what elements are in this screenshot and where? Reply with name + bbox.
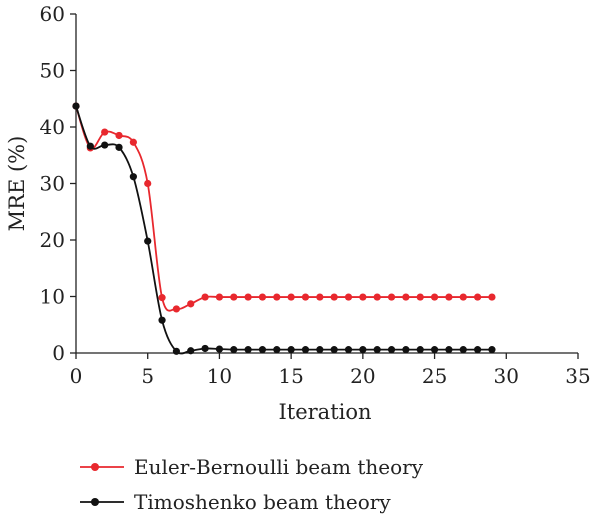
data-point bbox=[373, 293, 381, 301]
data-point bbox=[301, 293, 310, 301]
y-tick-label: 50 bbox=[40, 59, 65, 83]
data-point bbox=[144, 237, 152, 245]
data-point bbox=[258, 293, 267, 301]
data-point bbox=[230, 293, 238, 301]
y-tick-label: 0 bbox=[52, 341, 65, 365]
data-point bbox=[430, 346, 439, 354]
data-point bbox=[330, 346, 338, 354]
legend-label: Timoshenko beam theory bbox=[134, 490, 391, 514]
data-point bbox=[488, 293, 496, 301]
data-point bbox=[215, 293, 224, 301]
data-point bbox=[316, 346, 324, 354]
data-point bbox=[230, 346, 238, 354]
data-point bbox=[344, 346, 353, 354]
data-point bbox=[215, 345, 224, 353]
data-point bbox=[273, 346, 281, 354]
data-point bbox=[287, 346, 295, 354]
data-point bbox=[430, 293, 439, 301]
data-point bbox=[115, 131, 123, 140]
y-tick-label: 40 bbox=[40, 115, 65, 139]
data-point bbox=[129, 138, 137, 146]
data-point bbox=[445, 346, 453, 354]
data-point bbox=[459, 346, 467, 354]
data-point bbox=[187, 300, 195, 308]
x-tick-label: 10 bbox=[207, 364, 232, 388]
legend-marker bbox=[91, 463, 99, 471]
legend-marker bbox=[91, 498, 99, 506]
legend-label: Euler-Bernoulli beam theory bbox=[134, 455, 424, 479]
data-point bbox=[287, 293, 295, 301]
data-point bbox=[144, 179, 152, 188]
data-point bbox=[373, 346, 381, 354]
data-point bbox=[359, 293, 367, 301]
data-point bbox=[474, 293, 482, 301]
data-point bbox=[201, 344, 209, 353]
data-point bbox=[258, 346, 267, 354]
series-euler-bernoulli bbox=[72, 102, 496, 313]
data-point bbox=[101, 128, 109, 136]
x-tick-label: 30 bbox=[494, 364, 519, 388]
data-point bbox=[402, 293, 410, 301]
data-point bbox=[129, 173, 137, 181]
data-point bbox=[344, 293, 353, 301]
data-point bbox=[115, 143, 123, 151]
y-tick-label: 60 bbox=[40, 2, 65, 26]
data-point bbox=[459, 293, 467, 301]
x-tick-label: 15 bbox=[278, 364, 303, 388]
data-point bbox=[158, 294, 166, 302]
legend-item: Euler-Bernoulli beam theory bbox=[80, 455, 424, 479]
x-axis-ticks: 0 5 10 15 20 25 30 35 bbox=[70, 353, 591, 388]
series-line bbox=[75, 105, 492, 312]
data-point bbox=[387, 293, 396, 301]
data-point bbox=[72, 102, 80, 110]
data-point bbox=[416, 346, 424, 354]
data-point bbox=[474, 346, 482, 354]
data-point bbox=[201, 293, 209, 301]
data-point bbox=[416, 293, 424, 301]
data-point bbox=[488, 346, 496, 354]
data-point bbox=[244, 346, 252, 354]
data-point bbox=[387, 346, 396, 354]
series-line bbox=[75, 105, 492, 355]
data-point bbox=[402, 346, 410, 354]
y-tick-label: 20 bbox=[40, 228, 65, 252]
y-axis-ticks: 0 10 20 30 40 50 60 bbox=[40, 2, 76, 365]
legend: Euler-Bernoulli beam theory Timoshenko be… bbox=[80, 455, 424, 514]
x-tick-label: 0 bbox=[70, 364, 83, 388]
data-point bbox=[316, 293, 324, 301]
x-tick-label: 35 bbox=[565, 364, 590, 388]
data-point bbox=[86, 142, 94, 150]
data-point bbox=[273, 293, 281, 301]
x-tick-label: 25 bbox=[422, 364, 447, 388]
data-point bbox=[158, 316, 166, 324]
data-point bbox=[359, 346, 367, 354]
x-tick-label: 20 bbox=[350, 364, 375, 388]
data-point bbox=[301, 346, 310, 354]
data-point bbox=[244, 293, 252, 301]
y-tick-label: 10 bbox=[40, 285, 65, 309]
data-point bbox=[187, 347, 195, 355]
data-point bbox=[445, 293, 453, 301]
data-point bbox=[172, 347, 180, 355]
data-point bbox=[172, 305, 180, 313]
legend-item: Timoshenko beam theory bbox=[80, 490, 391, 514]
data-point bbox=[330, 293, 338, 301]
x-tick-label: 5 bbox=[141, 364, 154, 388]
series-layer bbox=[72, 102, 496, 355]
series-timoshenko bbox=[72, 102, 496, 355]
data-point bbox=[101, 141, 109, 149]
x-axis-title: Iteration bbox=[278, 400, 371, 424]
y-tick-label: 30 bbox=[40, 172, 65, 196]
y-axis-title: MRE (%) bbox=[5, 136, 29, 232]
